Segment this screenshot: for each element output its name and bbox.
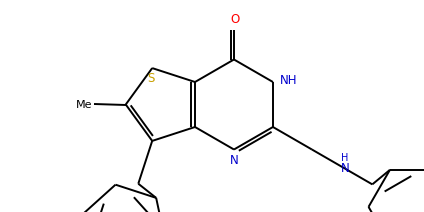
Text: Me: Me	[76, 100, 92, 110]
Text: O: O	[230, 13, 240, 26]
Text: H: H	[341, 153, 349, 163]
Text: S: S	[148, 72, 155, 85]
Text: N: N	[230, 153, 238, 166]
Text: N: N	[340, 162, 349, 175]
Text: NH: NH	[280, 74, 298, 88]
